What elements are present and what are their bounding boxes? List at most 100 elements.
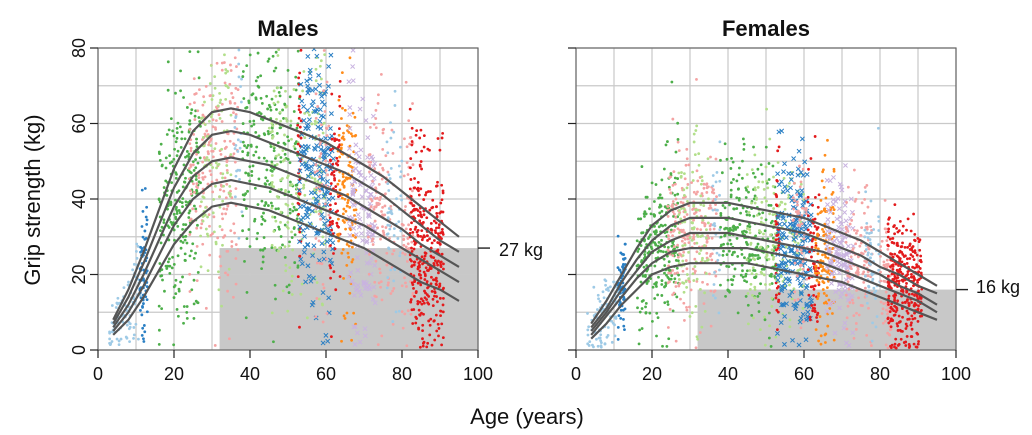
data-point [184, 200, 188, 204]
data-point [379, 280, 383, 284]
data-point [619, 251, 623, 255]
data-point [891, 263, 895, 267]
data-point [405, 259, 409, 263]
data-point [250, 124, 254, 128]
data-point [296, 142, 300, 146]
data-point [801, 267, 805, 271]
data-point [763, 343, 767, 347]
data-point [810, 245, 814, 249]
data-point [756, 294, 760, 298]
data-point [181, 241, 185, 244]
data-point [889, 319, 892, 323]
data-point [393, 89, 397, 93]
data-point [180, 137, 184, 141]
data-point [304, 78, 310, 84]
data-point [666, 234, 670, 238]
data-point [234, 257, 238, 260]
data-point [277, 153, 281, 157]
data-point [400, 310, 404, 314]
data-point [653, 241, 657, 245]
data-point [399, 175, 402, 179]
data-point [429, 317, 433, 321]
data-point [254, 130, 258, 134]
data-point [426, 239, 429, 242]
data-point [596, 293, 600, 297]
data-point [707, 197, 710, 201]
data-point [702, 204, 706, 207]
data-point [796, 148, 802, 154]
data-point [732, 207, 736, 211]
data-point [350, 245, 354, 249]
data-point [421, 329, 424, 333]
data-point [195, 137, 198, 141]
data-point [888, 333, 892, 337]
data-point [821, 253, 824, 257]
data-point [297, 116, 301, 120]
data-point [172, 296, 176, 299]
data-point [706, 258, 710, 262]
data-point [209, 43, 212, 46]
data-point [301, 249, 307, 255]
data-point [650, 247, 654, 251]
data-point [331, 222, 334, 226]
data-point [327, 213, 331, 217]
data-point [385, 140, 389, 144]
data-point [178, 200, 182, 203]
data-point [347, 232, 353, 238]
data-point [357, 169, 363, 175]
data-point [693, 265, 697, 268]
data-point [222, 189, 226, 193]
data-point [218, 205, 222, 209]
data-point [305, 173, 311, 179]
data-point [411, 291, 415, 295]
data-point [848, 265, 852, 268]
data-point [779, 128, 785, 134]
data-point [143, 229, 147, 233]
data-point [313, 188, 316, 192]
data-point [680, 207, 683, 210]
data-point [298, 217, 304, 223]
data-point [738, 166, 741, 170]
data-point [791, 156, 797, 162]
data-point [889, 306, 893, 310]
data-point [323, 110, 327, 113]
data-point [346, 201, 350, 205]
data-point [892, 294, 896, 298]
data-point [613, 334, 617, 338]
data-point [848, 275, 852, 279]
data-point [710, 252, 714, 256]
data-point [718, 268, 721, 272]
data-point [282, 117, 285, 120]
centile-curve [590, 201, 938, 325]
data-point [224, 145, 228, 149]
data-point [799, 248, 803, 252]
data-point [278, 94, 282, 98]
data-point [841, 254, 847, 260]
data-point [798, 164, 801, 168]
data-point [433, 290, 437, 294]
data-point [918, 267, 922, 270]
data-point [245, 207, 248, 210]
data-point [349, 228, 353, 232]
data-point [670, 274, 674, 277]
data-point [856, 270, 860, 274]
data-point [197, 116, 201, 119]
data-point [215, 166, 218, 170]
data-point [281, 149, 285, 152]
data-point [679, 217, 683, 221]
data-point [440, 198, 444, 202]
data-point [706, 282, 709, 286]
data-point [344, 176, 348, 180]
data-point [286, 221, 290, 224]
data-point [804, 212, 808, 215]
data-point [340, 117, 343, 120]
data-point [299, 48, 303, 52]
data-point [408, 258, 412, 261]
data-point [888, 237, 892, 241]
data-point [775, 204, 779, 208]
data-point [367, 160, 371, 164]
data-point [887, 294, 891, 298]
data-point [777, 221, 783, 227]
data-point [721, 204, 725, 207]
data-point [140, 188, 144, 192]
